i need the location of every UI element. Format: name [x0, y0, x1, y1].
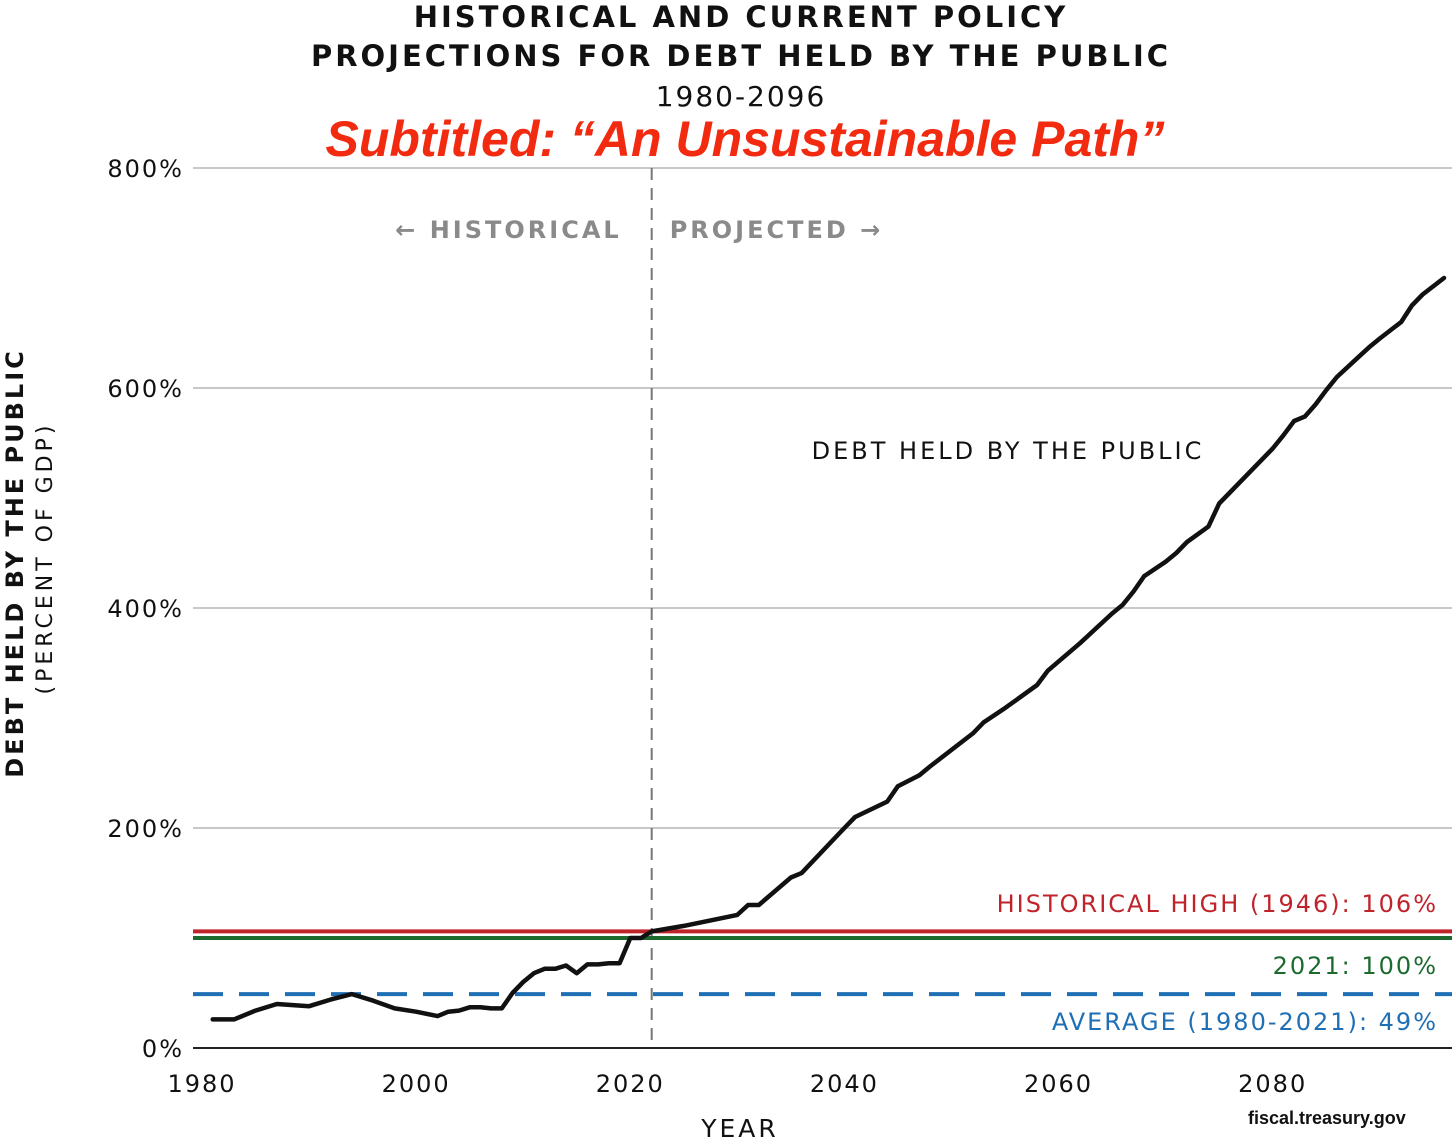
y-axis-sublabel: (PERCENT OF GDP) [33, 422, 58, 695]
x-tick-label-2080: 2080 [1238, 1070, 1307, 1098]
y-tick-label-400: 400% [107, 595, 184, 623]
x-tick-label-2020: 2020 [596, 1070, 665, 1098]
x-tick-labels: 1980 2000 2020 2040 2060 2080 [167, 1070, 1307, 1098]
x-tick-label-1980: 1980 [167, 1070, 236, 1098]
x-tick-label-2060: 2060 [1024, 1070, 1093, 1098]
historical-region-label: ← HISTORICAL [395, 216, 621, 244]
reference-label-2: 2021: 100% [1273, 952, 1438, 980]
reference-label-3: AVERAGE (1980-2021): 49% [1052, 1008, 1438, 1036]
grid-lines [193, 167, 1452, 1049]
y-axis-label: DEBT HELD BY THE PUBLIC [1, 348, 29, 778]
series-label-debt: DEBT HELD BY THE PUBLIC [812, 437, 1205, 465]
series-line-1 [210, 275, 1447, 1022]
y-tick-label-0: 0% [142, 1035, 184, 1063]
chart-subtitle: Subtitled: “An Unsustainable Path” [326, 111, 1165, 167]
y-tick-label-600: 600% [107, 375, 184, 403]
x-tick-label-2040: 2040 [810, 1070, 879, 1098]
reference-lines: HISTORICAL HIGH (1946): 106% 2021: 100% AV… [193, 890, 1452, 1036]
chart-year-range: 1980-2096 [656, 80, 827, 113]
chart-title-line2: PROJECTIONS FOR DEBT HELD BY THE PUBLIC [311, 39, 1171, 73]
chart-title-line1: HISTORICAL AND CURRENT POLICY [414, 0, 1069, 34]
source-credit: fiscal.treasury.gov [1248, 1108, 1406, 1128]
y-tick-label-800: 800% [107, 155, 184, 183]
x-axis-label: YEAR [700, 1114, 779, 1143]
y-tick-labels: 0% 200% 400% 600% 800% [107, 155, 184, 1063]
y-tick-label-200: 200% [107, 815, 184, 843]
x-tick-label-2000: 2000 [382, 1070, 451, 1098]
projected-region-label: PROJECTED → [670, 216, 884, 244]
reference-label-1: HISTORICAL HIGH (1946): 106% [997, 890, 1438, 918]
series-layer [210, 275, 1447, 1022]
